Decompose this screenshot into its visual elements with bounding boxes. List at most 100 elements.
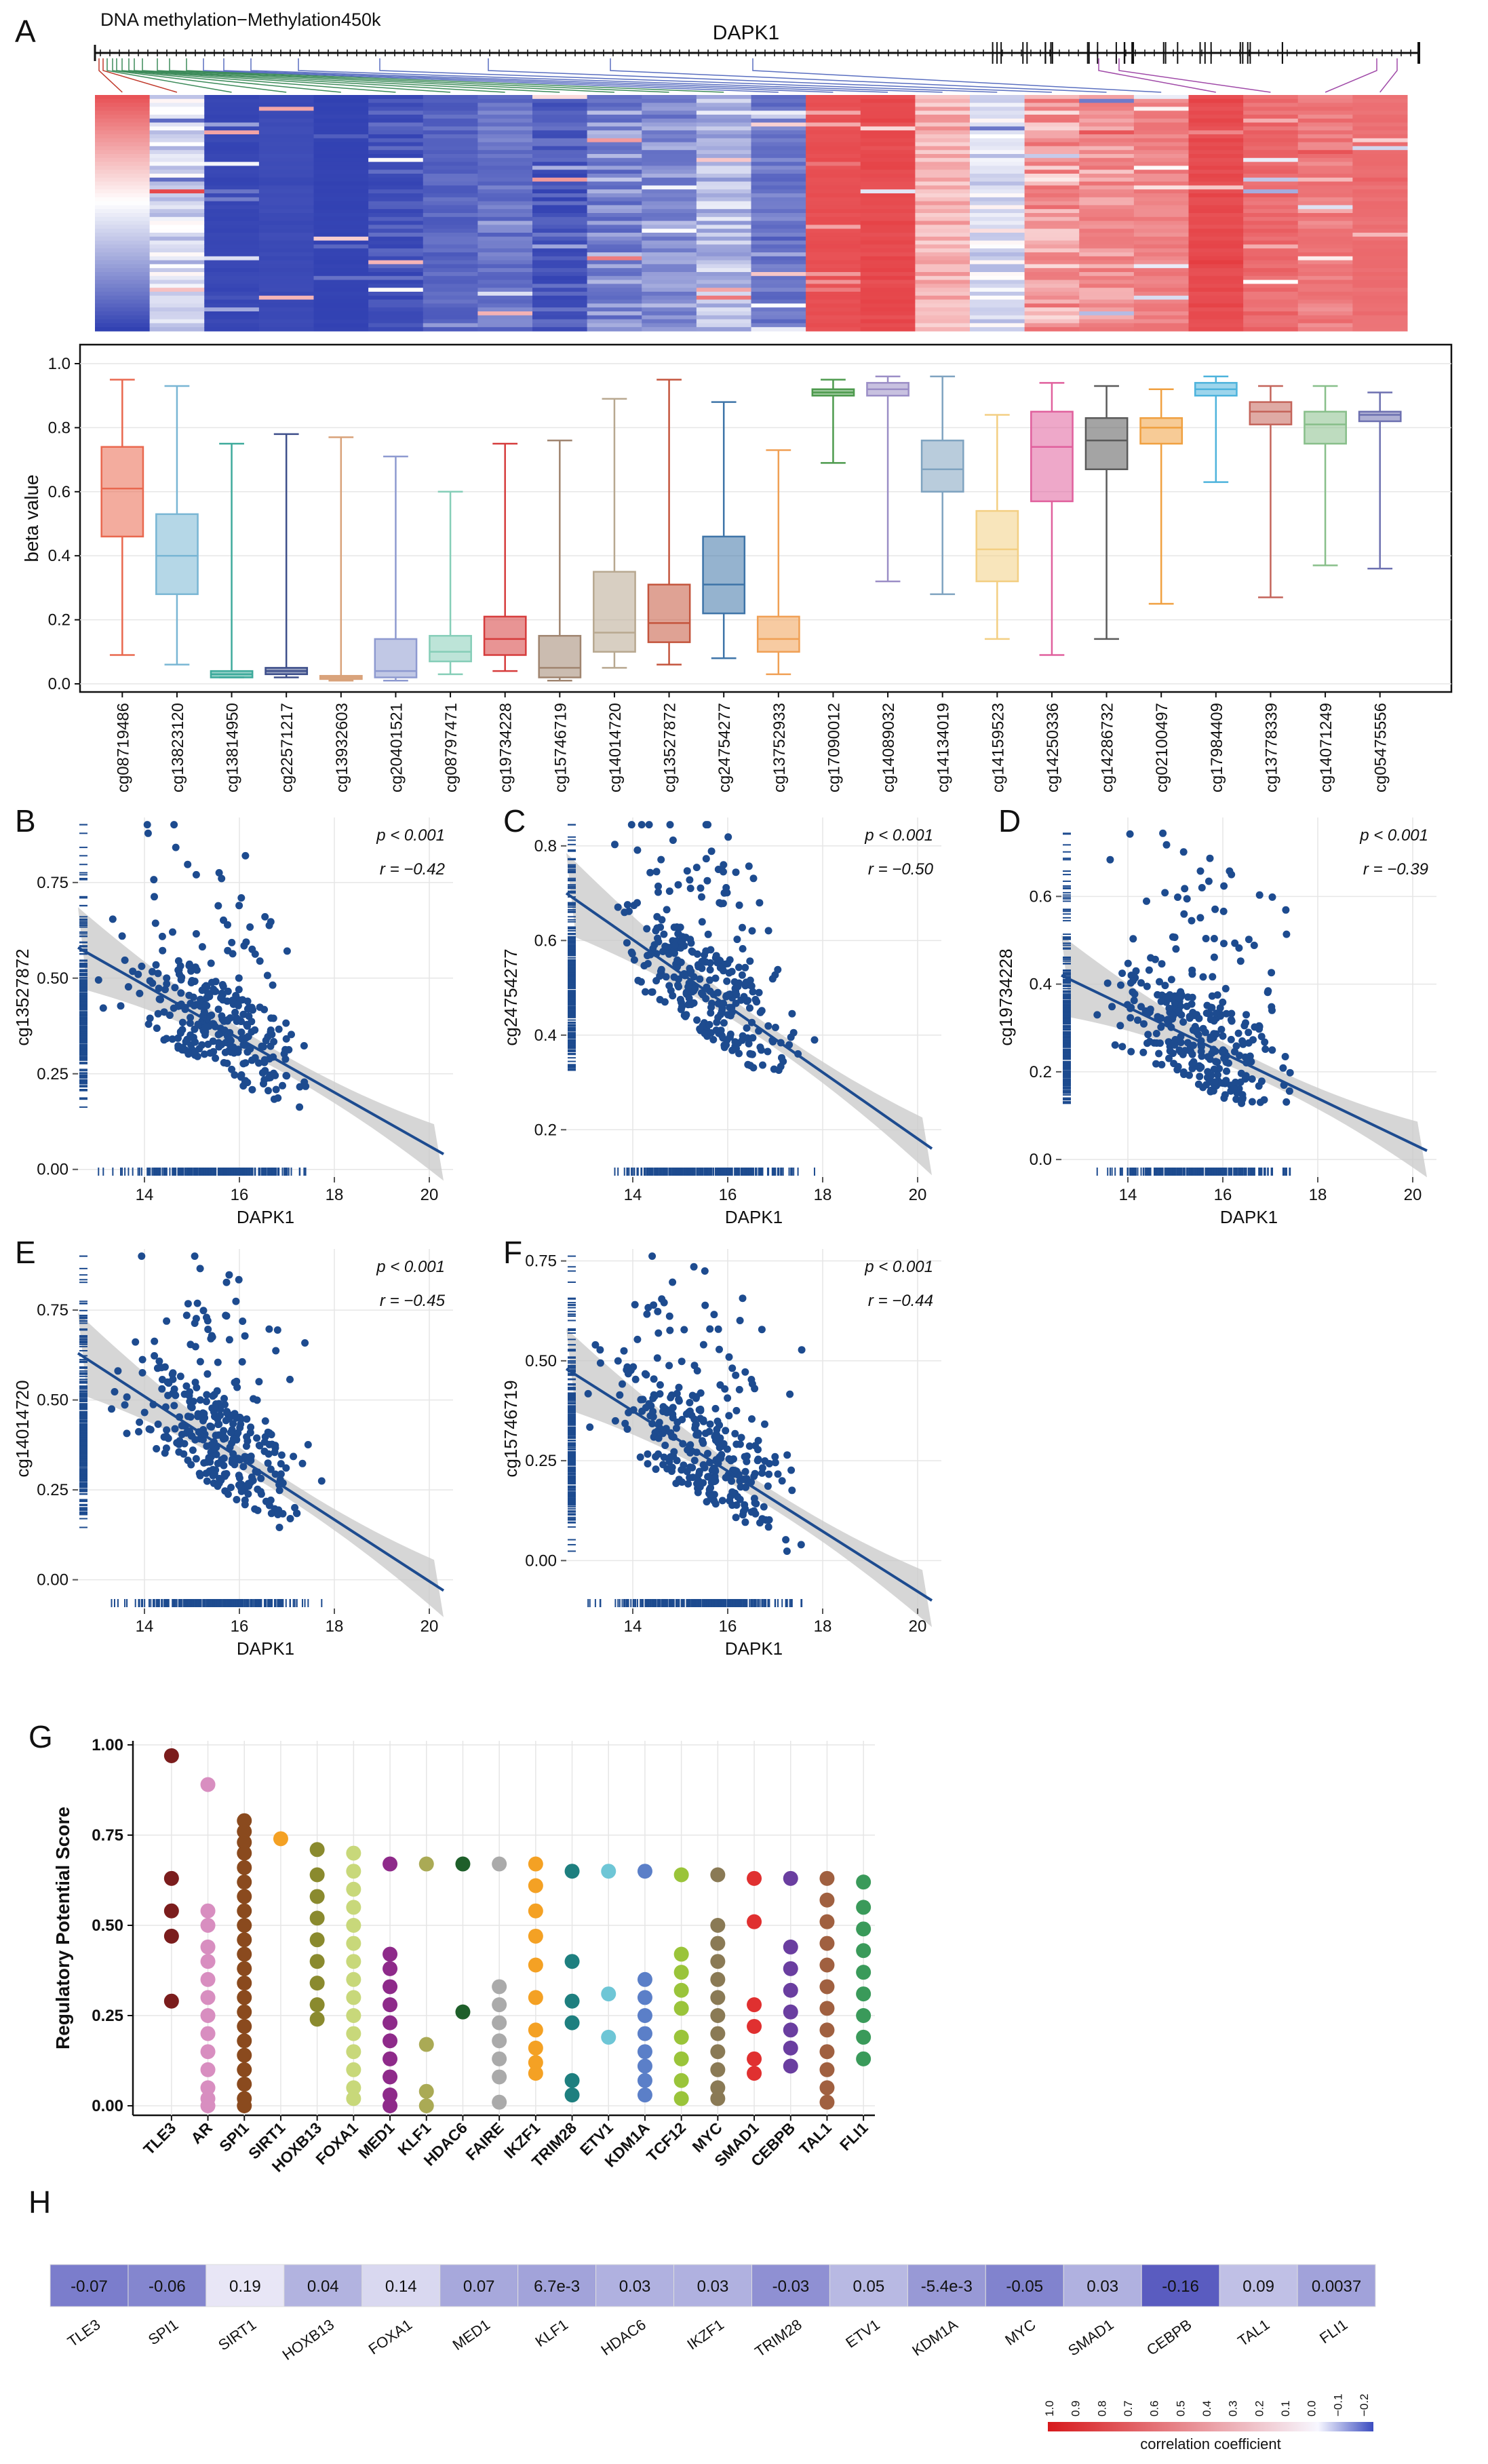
data-point bbox=[1183, 895, 1191, 903]
heatmap-cell bbox=[587, 280, 642, 284]
heatmap-cell bbox=[95, 225, 151, 229]
heatmap-cell bbox=[1024, 303, 1080, 308]
data-point bbox=[1217, 1026, 1226, 1033]
data-point bbox=[161, 986, 169, 994]
heatmap-cell bbox=[1297, 244, 1353, 249]
heatmap-cell bbox=[1133, 220, 1190, 225]
box-cg14159523: cg14159523 bbox=[975, 414, 1019, 792]
heatmap-cell bbox=[1352, 268, 1408, 273]
probe-connector bbox=[250, 58, 888, 93]
heatmap-cell bbox=[970, 122, 1025, 127]
heatmap-cell bbox=[915, 138, 971, 143]
heatmap-cell bbox=[95, 201, 151, 206]
heatmap-cell bbox=[1024, 216, 1080, 222]
heatmap-cell bbox=[1079, 201, 1135, 206]
heatmap-cell bbox=[860, 229, 916, 233]
heatmap-cell bbox=[149, 185, 205, 190]
heatmap-cell bbox=[1297, 303, 1353, 308]
data-point bbox=[168, 1035, 176, 1043]
heatmap-cell bbox=[95, 236, 151, 242]
heatmap-cell bbox=[642, 256, 697, 261]
heatmap-cell bbox=[642, 209, 697, 214]
heatmap-cell bbox=[915, 323, 971, 328]
x-axis-label: DAPK1 bbox=[725, 1207, 783, 1227]
heatmap-cell bbox=[1297, 102, 1353, 107]
data-point bbox=[242, 1442, 250, 1450]
heatmap-cell bbox=[1352, 146, 1408, 151]
x-tick-label: cg13932603 bbox=[333, 703, 351, 792]
heatmap-cell bbox=[1079, 288, 1135, 292]
panel-letter-a: A bbox=[15, 14, 36, 49]
data-point bbox=[1255, 891, 1264, 899]
heatmap-cell bbox=[1024, 311, 1080, 316]
heatmap-cell bbox=[1243, 323, 1299, 328]
heatmap-cell bbox=[532, 197, 588, 202]
heatmap-cell bbox=[477, 216, 533, 222]
heatmap-cell bbox=[970, 111, 1025, 115]
data-point bbox=[304, 1441, 312, 1448]
heatmap-cell bbox=[532, 280, 588, 284]
heatmap-cell bbox=[149, 264, 205, 269]
heatmap-cell bbox=[1079, 174, 1135, 178]
heatmap-cell bbox=[860, 240, 916, 245]
heatmap-cell bbox=[477, 157, 533, 163]
heatmap-cell bbox=[1079, 225, 1135, 229]
heatmap-cell bbox=[860, 209, 916, 214]
heatmap-cell bbox=[313, 240, 369, 245]
heatmap-cell bbox=[258, 244, 315, 249]
heatmap-cell bbox=[1079, 323, 1135, 328]
heatmap-cell bbox=[149, 122, 205, 127]
heatmap-cell bbox=[642, 268, 697, 273]
data-point bbox=[1227, 1035, 1235, 1043]
heatmap-cell bbox=[587, 161, 642, 166]
heatmap-cell bbox=[860, 115, 916, 119]
heatmap-cell bbox=[1297, 122, 1353, 127]
heatmap-cell bbox=[915, 205, 971, 210]
heatmap-cell bbox=[587, 185, 642, 190]
heatmap-cell bbox=[1352, 205, 1408, 210]
heatmap-cell bbox=[149, 161, 205, 166]
heatmap-cell bbox=[915, 193, 971, 198]
data-point bbox=[1219, 907, 1228, 915]
data-point bbox=[1188, 993, 1196, 1001]
heatmap-cell bbox=[532, 126, 588, 131]
heatmap-cell bbox=[313, 193, 369, 198]
heatmap-column-cg14250336 bbox=[1024, 95, 1080, 332]
heatmap-cell bbox=[587, 216, 642, 222]
heatmap-cell bbox=[149, 115, 205, 119]
data-point bbox=[688, 947, 696, 955]
heatmap-cell bbox=[915, 111, 971, 115]
heatmap-cell bbox=[1024, 233, 1080, 237]
heatmap-cell bbox=[751, 142, 806, 147]
heatmap-cell bbox=[95, 154, 151, 159]
heatmap-cell bbox=[587, 268, 642, 273]
heatmap-cell bbox=[642, 280, 697, 284]
data-point bbox=[1152, 1060, 1160, 1068]
heatmap-cell bbox=[970, 260, 1025, 265]
heatmap-cell bbox=[313, 201, 369, 206]
data-point bbox=[663, 906, 671, 914]
data-point bbox=[753, 998, 761, 1006]
data-point bbox=[633, 899, 641, 907]
data-point bbox=[154, 1009, 162, 1018]
data-point bbox=[243, 1022, 252, 1030]
data-point bbox=[171, 1425, 179, 1433]
heatmap-cell bbox=[423, 307, 478, 312]
data-point bbox=[706, 976, 713, 984]
heatmap-cell bbox=[696, 319, 752, 324]
heatmap-cell bbox=[1243, 272, 1299, 277]
box-iqr bbox=[538, 634, 582, 678]
data-point bbox=[201, 1050, 208, 1058]
heatmap-cell bbox=[1243, 284, 1299, 288]
data-point bbox=[1209, 973, 1217, 981]
heatmap-cell bbox=[477, 193, 533, 198]
heatmap-cell bbox=[532, 275, 588, 281]
data-point bbox=[207, 959, 215, 967]
data-point bbox=[764, 1047, 772, 1056]
data-point bbox=[652, 868, 661, 876]
heatmap-cell bbox=[258, 111, 315, 115]
heatmap-cell bbox=[1024, 292, 1080, 296]
data-point bbox=[178, 1018, 187, 1026]
heatmap-cell bbox=[1079, 177, 1135, 182]
heatmap-cell bbox=[313, 181, 369, 186]
